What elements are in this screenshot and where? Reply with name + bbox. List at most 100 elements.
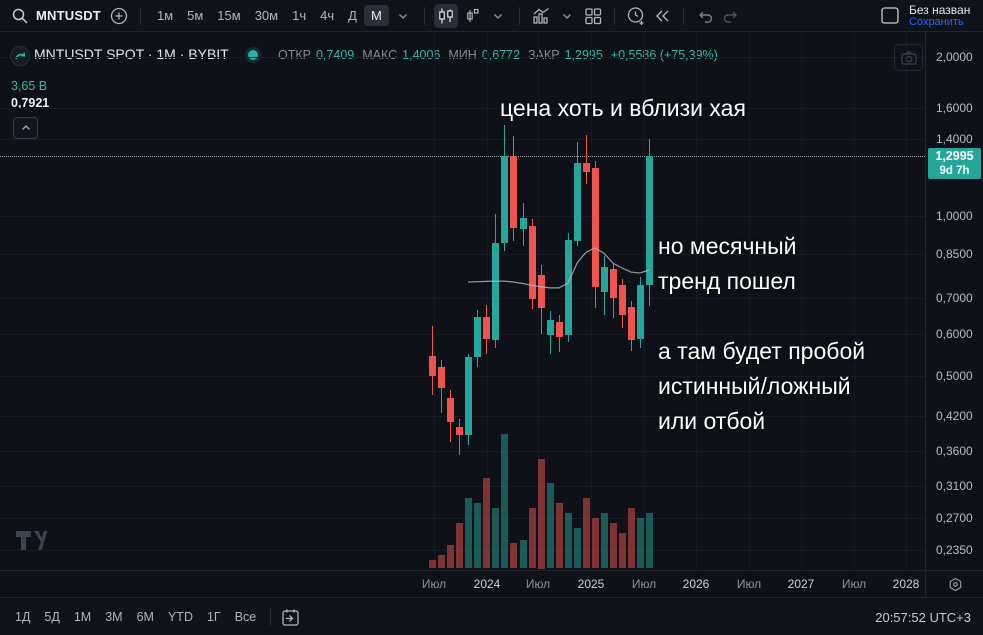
indicators-button[interactable] — [529, 4, 553, 28]
vertical-gridline — [854, 31, 855, 570]
layout-select-button[interactable] — [878, 4, 902, 28]
volume-bar — [619, 533, 626, 568]
candle-body — [465, 357, 472, 435]
vertical-gridline — [434, 31, 435, 570]
volume-value: 3,65 B — [11, 79, 48, 93]
interval-button-М[interactable]: М — [363, 5, 389, 26]
layout-name[interactable]: Без назван — [909, 3, 971, 17]
ma-line — [467, 247, 650, 289]
range-button-1Д[interactable]: 1Д — [15, 610, 31, 624]
candle-body — [556, 322, 563, 337]
volume-bar — [601, 513, 608, 568]
symbol-search-button[interactable] — [8, 4, 32, 28]
chart-style-alt-button[interactable] — [460, 4, 484, 28]
horizontal-gridline — [0, 518, 925, 519]
price-tick: 1,6000 — [936, 101, 973, 115]
vertical-gridline — [696, 31, 697, 570]
top-toolbar: MNTUSDT 1м 5м 15м 30м 1ч 4ч Д М — [0, 0, 983, 32]
time-tick-2027: 2027 — [787, 577, 815, 591]
ohlc-label: ЗАКР — [528, 48, 560, 62]
save-layout-link[interactable]: Сохранить — [909, 15, 964, 28]
toolbar-divider — [518, 6, 520, 25]
ohlc-label: ОТКР — [278, 48, 311, 62]
range-button-1Г[interactable]: 1Г — [206, 610, 221, 624]
ohlc-label: МАКС — [362, 48, 398, 62]
volume-bar — [538, 459, 545, 569]
candle-body — [520, 218, 527, 229]
candle-body — [510, 156, 517, 228]
undo-button[interactable] — [693, 4, 717, 28]
range-button-3М[interactable]: 3М — [105, 610, 123, 624]
gear-icon — [948, 577, 963, 592]
compare-add-button[interactable] — [107, 4, 131, 28]
range-button-YTD[interactable]: YTD — [167, 610, 193, 624]
legend-collapse-button[interactable] — [13, 117, 38, 139]
volume-bar — [447, 545, 454, 568]
indicators-menu-button[interactable] — [555, 4, 579, 28]
horizontal-gridline — [0, 216, 925, 217]
tradingview-logo[interactable] — [16, 531, 50, 555]
range-button-Все[interactable]: Все — [234, 610, 257, 624]
goto-date-button[interactable] — [278, 605, 302, 629]
chart-style-menu-button[interactable] — [486, 4, 510, 28]
candle-body — [637, 285, 644, 339]
volume-bar — [501, 434, 508, 568]
redo-arrow-icon — [721, 6, 741, 26]
price-axis[interactable]: 1,2995 9d 7h 2,0000 1,6000 1,4000 1,0000 0,8… — [925, 31, 983, 570]
volume-bar — [637, 518, 644, 568]
time-tick-Июл: Июл — [736, 577, 762, 591]
time-axis[interactable]: Июл 2024 Июл 2025 Июл 2026 Июл 2027 Июл 2028 — [0, 570, 925, 598]
range-button-6М[interactable]: 6М — [136, 610, 154, 624]
bar-replay-button[interactable] — [650, 4, 674, 28]
interval-button-5м[interactable]: 5м — [187, 8, 204, 23]
interval-button-15м[interactable]: 15м — [217, 8, 241, 23]
interval-button-1ч[interactable]: 1ч — [292, 8, 307, 23]
time-tick-Июл: Июл — [525, 577, 551, 591]
candle-body — [610, 269, 617, 298]
create-alert-button[interactable] — [624, 4, 648, 28]
price-tick: 0,2350 — [936, 543, 973, 557]
annotation-line: но месячный — [658, 233, 797, 259]
legend-symbol-title[interactable]: MNTUSDT SPOT · 1M · BYBIT — [34, 46, 229, 62]
interval-button-30м[interactable]: 30м — [254, 8, 279, 23]
vertical-gridline — [487, 31, 488, 570]
range-button-5Д[interactable]: 5Д — [44, 610, 60, 624]
search-icon — [11, 7, 29, 25]
volume-bar — [429, 560, 436, 568]
volume-bar — [574, 528, 581, 568]
candle-body — [547, 320, 554, 335]
price-tick: 0,3100 — [936, 479, 973, 493]
interval-button-Д[interactable]: Д — [348, 8, 357, 23]
interval-button-1м[interactable]: 1м — [156, 8, 174, 23]
chart-style-candles-button[interactable] — [433, 3, 458, 28]
symbol-ticker[interactable]: MNTUSDT — [36, 8, 101, 23]
candle-wick — [586, 135, 587, 184]
interval-button-4ч[interactable]: 4ч — [320, 8, 335, 23]
snapshot-button[interactable] — [894, 44, 923, 71]
candle-body — [492, 243, 499, 340]
bar-countdown: 9d 7h — [939, 165, 970, 177]
clock-timezone[interactable]: 20:57:52 UTC+3 — [875, 609, 971, 625]
interval-menu-button[interactable] — [391, 4, 415, 28]
layout-grid-button[interactable] — [581, 4, 605, 28]
ohlc-value: 0,6772 — [481, 48, 521, 62]
axis-settings-button[interactable] — [925, 570, 983, 598]
interval-group: 1м 5м 15м 30м 1ч 4ч Д М — [150, 5, 389, 26]
redo-button[interactable] — [719, 4, 743, 28]
market-status-dot[interactable] — [248, 50, 258, 60]
annotation-breakout[interactable]: а там будет пробой истинный/ложный или о… — [658, 334, 865, 439]
annotation-near-high[interactable]: цена хоть и вблизи хая — [500, 93, 746, 123]
horizontal-gridline — [0, 376, 925, 377]
candle-body — [529, 226, 536, 299]
time-tick-2024: 2024 — [473, 577, 501, 591]
candle-body — [646, 156, 653, 285]
horizontal-gridline — [0, 57, 925, 58]
annotation-monthly-trend[interactable]: но месячный тренд пошел — [658, 229, 797, 299]
horizontal-gridline — [0, 139, 925, 140]
ohlc-label: МИН — [448, 48, 477, 62]
volume-bar — [529, 508, 536, 568]
range-button-1М[interactable]: 1М — [73, 610, 92, 624]
horizontal-gridline — [0, 254, 925, 255]
chart-pane[interactable]: MNTUSDT SPOT · 1M · BYBIT ОТКР 0,7409 МАКС… — [0, 31, 925, 570]
